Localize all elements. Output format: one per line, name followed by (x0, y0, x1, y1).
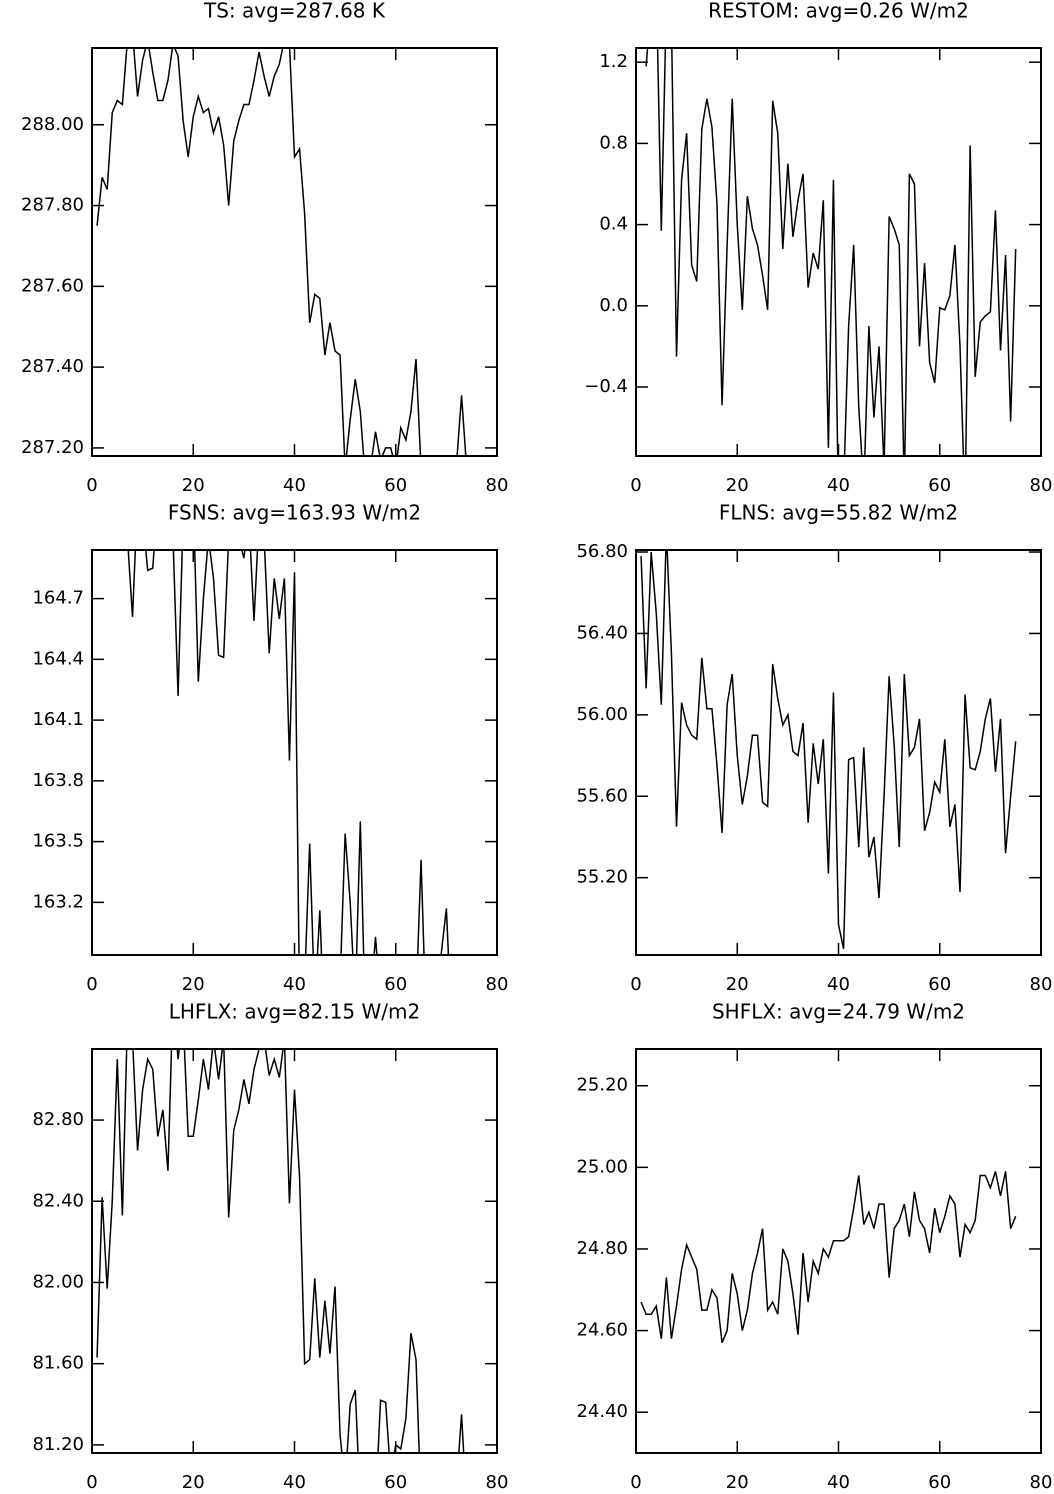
x-tick-label: 40 (827, 1472, 850, 1493)
plot-frame (91, 549, 498, 956)
y-tick-label: 163.8 (32, 770, 84, 791)
x-tick-label: 0 (86, 974, 97, 995)
data-line (96, 48, 467, 456)
y-tick-label: 163.5 (32, 831, 84, 852)
x-tick-label: 20 (182, 974, 205, 995)
x-tick-label: 20 (726, 475, 749, 496)
y-tick-label: 1.2 (599, 51, 628, 72)
y-tick-label: 288.00 (21, 114, 84, 135)
x-tick-label: 60 (928, 1472, 951, 1493)
y-tick-label: 0.0 (599, 295, 628, 316)
data-line (127, 550, 450, 955)
x-tick-label: 60 (384, 475, 407, 496)
x-tick-label: 40 (827, 475, 850, 496)
panel: FSNS: avg=163.93 W/m2 163.2 163.5 163.8 164.… (32, 501, 509, 996)
data-line (640, 1171, 1017, 1344)
y-tick-label: 55.60 (576, 785, 628, 806)
data-line (96, 1049, 465, 1453)
panel: SHFLX: avg=24.79 W/m2 24.40 24.60 24.80 25.0… (576, 1000, 1052, 1494)
panel: LHFLX: avg=82.15 W/m2 81.20 81.60 82.00 82.4… (32, 1000, 509, 1494)
chart-title: FSNS: avg=163.93 W/m2 (168, 501, 421, 525)
y-tick-label: 81.20 (32, 1434, 84, 1455)
y-tick-label: 287.40 (21, 356, 84, 377)
x-tick-label: 80 (1030, 974, 1053, 995)
y-tick-label: 164.7 (32, 588, 84, 609)
x-tick-label: 20 (726, 974, 749, 995)
plot-frame (635, 1048, 1042, 1454)
x-tick-label: 60 (928, 974, 951, 995)
x-tick-label: 80 (1030, 475, 1053, 496)
y-tick-label: −0.4 (584, 376, 628, 397)
panel: FLNS: avg=55.82 W/m2 55.20 55.60 56.00 56.40… (576, 501, 1052, 996)
y-tick-label: 0.8 (599, 132, 628, 153)
y-tick-label: 82.40 (32, 1190, 84, 1211)
y-tick-label: 56.00 (576, 704, 628, 725)
x-tick-label: 40 (827, 974, 850, 995)
y-tick-label: 55.20 (576, 867, 628, 888)
x-tick-label: 0 (630, 974, 641, 995)
plot-frame (91, 1048, 498, 1454)
y-tick-label: 163.2 (32, 891, 84, 912)
y-tick-label: 287.20 (21, 437, 84, 458)
y-tick-label: 24.80 (576, 1238, 628, 1259)
panel: TS: avg=287.68 K 287.20 287.40 287.60 287.80… (21, 0, 508, 496)
x-tick-label: 40 (283, 974, 306, 995)
x-tick-label: 0 (630, 475, 641, 496)
x-tick-label: 40 (283, 1472, 306, 1493)
y-tick-label: 164.4 (32, 648, 84, 669)
x-tick-label: 20 (182, 475, 205, 496)
y-tick-label: 25.20 (576, 1075, 628, 1096)
x-tick-label: 60 (384, 1472, 407, 1493)
x-tick-label: 80 (486, 1472, 509, 1493)
y-tick-label: 81.60 (32, 1353, 84, 1374)
y-tick-label: 24.60 (576, 1320, 628, 1341)
plot-frame (635, 549, 1042, 956)
plot-frame (635, 47, 1042, 457)
chart-title: RESTOM: avg=0.26 W/m2 (708, 0, 969, 23)
x-tick-label: 0 (86, 475, 97, 496)
x-tick-label: 0 (630, 1472, 641, 1493)
chart-title: FLNS: avg=55.82 W/m2 (719, 501, 958, 525)
x-tick-label: 80 (486, 974, 509, 995)
x-tick-label: 60 (384, 974, 407, 995)
x-tick-label: 80 (486, 475, 509, 496)
chart-title: LHFLX: avg=82.15 W/m2 (169, 1000, 421, 1024)
y-tick-label: 24.40 (576, 1401, 628, 1422)
y-tick-label: 164.1 (32, 709, 84, 730)
x-tick-label: 80 (1030, 1472, 1053, 1493)
x-tick-label: 20 (182, 1472, 205, 1493)
data-line (645, 48, 1017, 456)
chart-title: TS: avg=287.68 K (203, 0, 386, 23)
x-tick-label: 20 (726, 1472, 749, 1493)
x-tick-label: 60 (928, 475, 951, 496)
y-tick-label: 56.40 (576, 622, 628, 643)
data-line (640, 550, 1017, 950)
y-tick-label: 25.00 (576, 1156, 628, 1177)
y-tick-label: 82.80 (32, 1109, 84, 1130)
x-tick-label: 40 (283, 475, 306, 496)
y-tick-label: 0.4 (599, 214, 628, 235)
y-tick-label: 82.00 (32, 1271, 84, 1292)
panel: RESTOM: avg=0.26 W/m2 −0.4 0.0 0.4 0.8 1.2 0 20… (584, 0, 1053, 496)
chart-title: SHFLX: avg=24.79 W/m2 (712, 1000, 965, 1024)
plot-frame (91, 47, 498, 457)
y-tick-label: 56.80 (576, 541, 628, 562)
y-tick-label: 287.60 (21, 275, 84, 296)
y-tick-label: 287.80 (21, 195, 84, 216)
x-tick-label: 0 (86, 1472, 97, 1493)
